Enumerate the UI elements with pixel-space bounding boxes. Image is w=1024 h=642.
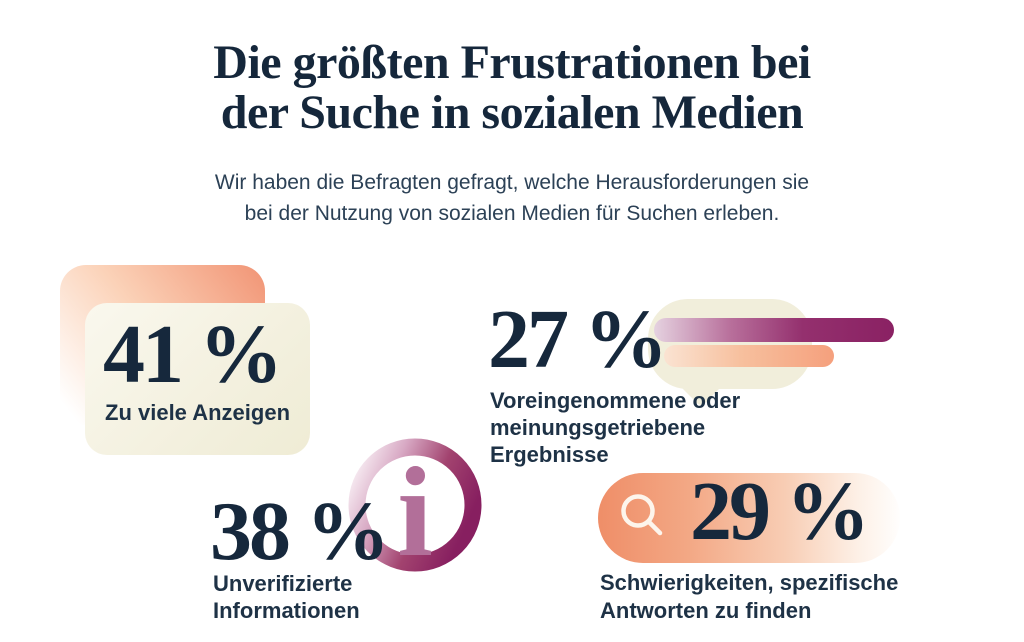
page-subtitle-line2: bei der Nutzung von sozialen Medien für …	[244, 202, 780, 225]
search-icon	[621, 494, 663, 536]
stat-label-biased: Voreingenommene oder meinungsgetriebene …	[490, 387, 740, 468]
speech-bubble-icon	[648, 299, 812, 389]
opinion-bar-purple	[654, 318, 894, 342]
page-title-line2: der Suche in sozialen Medien	[220, 86, 804, 139]
info-ring-circle	[348, 438, 482, 572]
page-title: Die größten Frustrationen bei der Suche …	[0, 38, 1024, 138]
stat-label-biased-line3: Ergebnisse	[490, 442, 609, 467]
page-subtitle: Wir haben die Befragten gefragt, welche …	[0, 167, 1024, 229]
stat-value-ads: 41 %	[103, 308, 283, 401]
page-subtitle-line1: Wir haben die Befragten gefragt, welche …	[214, 171, 810, 194]
info-i-glyph: i	[397, 441, 433, 572]
stat-label-biased-line2: meinungsgetriebene	[490, 415, 706, 440]
stat-value-biased: 27 %	[488, 293, 668, 386]
stat-label-biased-line1: Voreingenommene oder	[490, 388, 741, 413]
stat-label-ads: Zu viele Anzeigen	[105, 400, 291, 425]
stat-label-unverified-line2: Informationen	[213, 598, 360, 623]
info-icon: i	[348, 438, 482, 572]
opinion-bar-orange	[664, 345, 834, 367]
stat-label-unverified: Unverifizierte Informationen	[213, 570, 360, 624]
stat-label-unverified-line1: Unverifizierte	[213, 571, 353, 596]
page-title-line1: Die größten Frustrationen bei	[213, 36, 811, 89]
stat-label-answers-line2: Antworten zu finden	[600, 598, 812, 623]
stat-label-answers-line1: Schwierigkeiten, spezifische	[600, 570, 899, 595]
stat-value-unverified: 38 %	[210, 485, 390, 578]
stat-value-answers: 29 %	[690, 465, 870, 558]
stat-label-answers: Schwierigkeiten, spezifische Antworten z…	[600, 569, 898, 625]
ad-card-front-shape	[85, 303, 310, 455]
